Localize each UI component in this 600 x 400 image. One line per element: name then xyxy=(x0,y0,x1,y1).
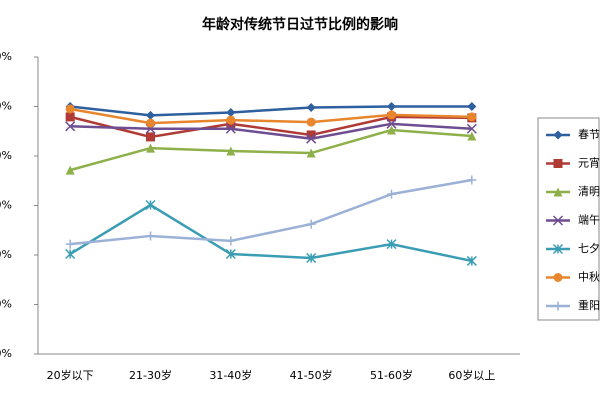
x-tick-label: 41-50岁 xyxy=(290,368,333,382)
chart-title: 年龄对传统节日过节比例的影响 xyxy=(202,16,398,33)
marker xyxy=(467,102,477,111)
marker xyxy=(306,148,316,158)
marker xyxy=(553,130,563,140)
legend-label: 端午 xyxy=(578,214,600,227)
series-line xyxy=(69,107,472,125)
marker xyxy=(552,215,564,226)
marker xyxy=(467,175,477,185)
marker xyxy=(387,125,396,135)
legend-label: 重阳 xyxy=(578,298,600,312)
y-tick-label: 80% xyxy=(0,149,12,162)
x-tick-label: 60岁以上 xyxy=(448,368,495,382)
marker xyxy=(387,110,396,120)
series-line xyxy=(69,128,472,172)
series-line xyxy=(69,203,473,263)
marker xyxy=(65,121,76,132)
y-tick-label: 40% xyxy=(0,248,12,261)
series-line xyxy=(70,178,473,246)
marker xyxy=(225,123,236,134)
marker xyxy=(226,115,236,125)
legend-box xyxy=(537,117,600,321)
marker xyxy=(226,236,236,246)
y-tick-label: 20% xyxy=(0,298,12,311)
marker xyxy=(145,199,156,211)
marker xyxy=(466,255,477,266)
x-tick-label: 21-30岁 xyxy=(129,368,172,382)
x-tick-label: 31-40岁 xyxy=(209,368,252,382)
marker xyxy=(65,112,75,122)
y-tick-label: 120% xyxy=(0,50,12,63)
y-tick-label: 60% xyxy=(0,199,12,212)
legend-label: 清明 xyxy=(578,185,600,198)
legend-label: 春节 xyxy=(578,128,600,141)
marker xyxy=(386,118,397,129)
marker xyxy=(467,131,477,141)
legend-label: 七夕 xyxy=(578,242,600,255)
marker xyxy=(146,132,155,142)
marker xyxy=(553,187,563,197)
marker xyxy=(146,110,155,120)
series-line xyxy=(70,105,472,117)
marker xyxy=(552,243,564,255)
y-tick-label: 0% xyxy=(0,347,12,360)
marker xyxy=(467,112,477,122)
marker xyxy=(306,102,316,112)
marker xyxy=(65,248,76,260)
marker xyxy=(306,117,316,127)
marker xyxy=(306,133,317,144)
marker xyxy=(306,252,317,264)
marker xyxy=(226,107,236,117)
x-tick-label: 20岁以下 xyxy=(47,368,94,382)
marker xyxy=(553,301,563,311)
marker xyxy=(146,231,155,241)
marker xyxy=(65,239,75,249)
marker xyxy=(65,104,75,114)
marker xyxy=(225,248,236,260)
marker xyxy=(146,143,155,153)
marker xyxy=(226,146,236,156)
legend-label: 元宵 xyxy=(578,156,600,170)
marker xyxy=(306,130,316,140)
marker xyxy=(553,273,563,282)
legend-label: 中秋 xyxy=(578,270,600,284)
marker xyxy=(387,189,396,199)
marker xyxy=(65,165,75,175)
marker xyxy=(386,239,397,250)
marker xyxy=(306,219,316,229)
marker xyxy=(146,118,155,128)
y-tick-label: 100% xyxy=(0,100,12,113)
marker xyxy=(553,159,563,168)
series-line xyxy=(70,122,472,140)
series-line xyxy=(69,115,472,139)
marker xyxy=(387,102,396,111)
x-tick-label: 51-60岁 xyxy=(370,368,413,382)
marker xyxy=(466,123,477,134)
